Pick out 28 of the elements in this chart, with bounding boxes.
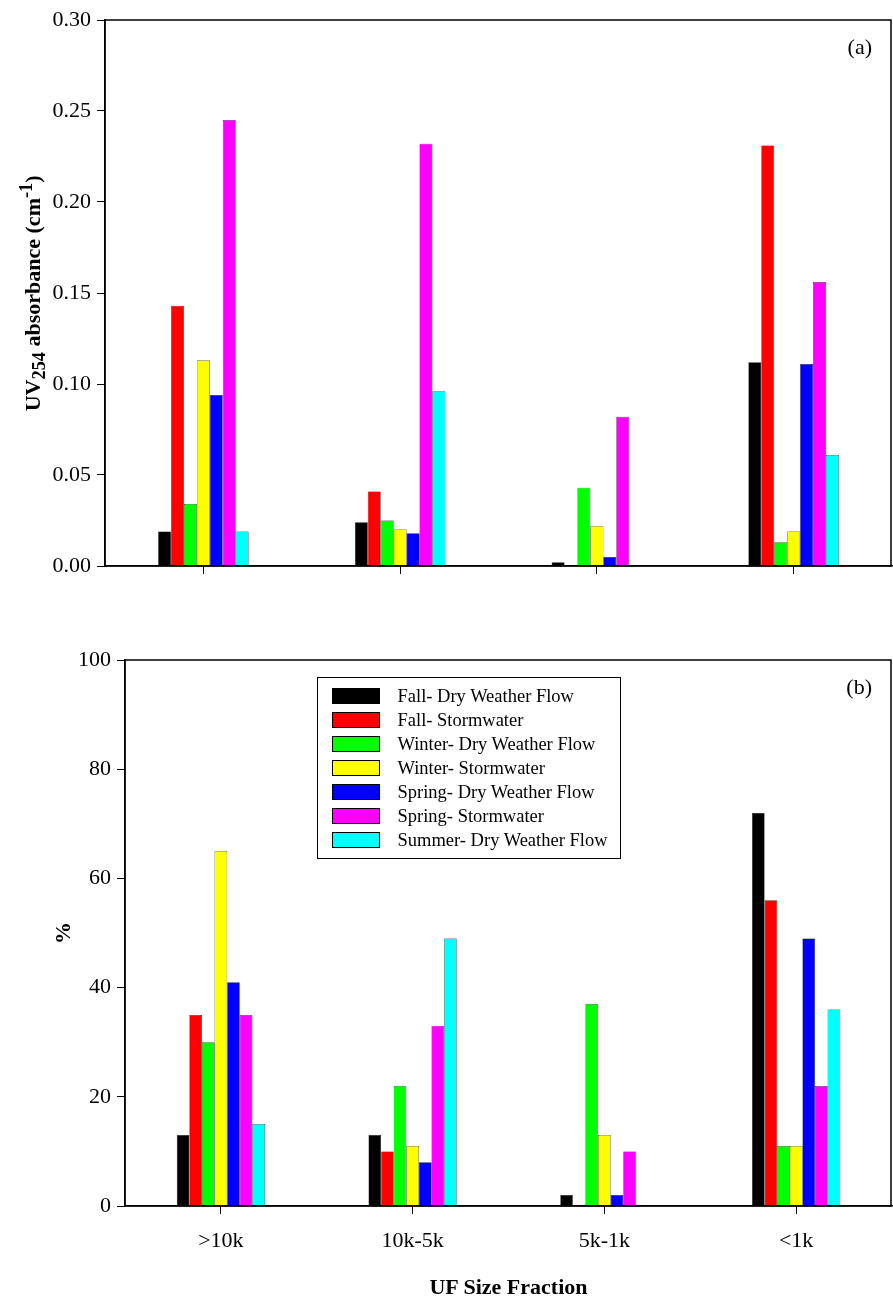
x-tick-label: <1k (778, 1226, 814, 1252)
y-tick-label: 0.05 (52, 460, 91, 486)
legend-label: Winter- Dry Weather Flow (397, 733, 596, 755)
y-tick-label: 0.00 (52, 551, 91, 577)
legend-label: Spring- Stormwater (397, 805, 544, 827)
x-axis-title: UF Size Fraction (429, 1274, 588, 1300)
y-tick-label: 0.25 (52, 96, 91, 122)
legend-label: Fall- Dry Weather Flow (397, 685, 574, 707)
legend-label: Spring- Dry Weather Flow (397, 781, 595, 803)
y-tick-label: 0.30 (52, 5, 91, 31)
annotation: (b) (846, 673, 872, 699)
y-tick-label: 0.15 (52, 278, 91, 304)
y-tick-label: 0 (100, 1191, 111, 1217)
y-tick-label: 80 (89, 754, 111, 780)
legend-label: Summer- Dry Weather Flow (397, 829, 608, 851)
y-tick-label: 40 (89, 973, 111, 999)
legend-label: Winter- Stormwater (397, 757, 545, 779)
y-tick-label: 60 (89, 864, 111, 890)
legend-label: Fall- Stormwater (397, 709, 524, 731)
x-tick-label: >10k (198, 1226, 244, 1252)
y-tick-label: 100 (78, 645, 111, 671)
y-tick-label: 20 (89, 1082, 111, 1108)
annotation: (a) (847, 33, 872, 59)
x-tick-label: 10k-5k (381, 1226, 444, 1252)
y-tick-label: 0.10 (52, 369, 91, 395)
y-tick-label: 0.20 (52, 187, 91, 213)
y-axis-title: % (50, 922, 76, 944)
x-tick-label: 5k-1k (578, 1226, 631, 1252)
